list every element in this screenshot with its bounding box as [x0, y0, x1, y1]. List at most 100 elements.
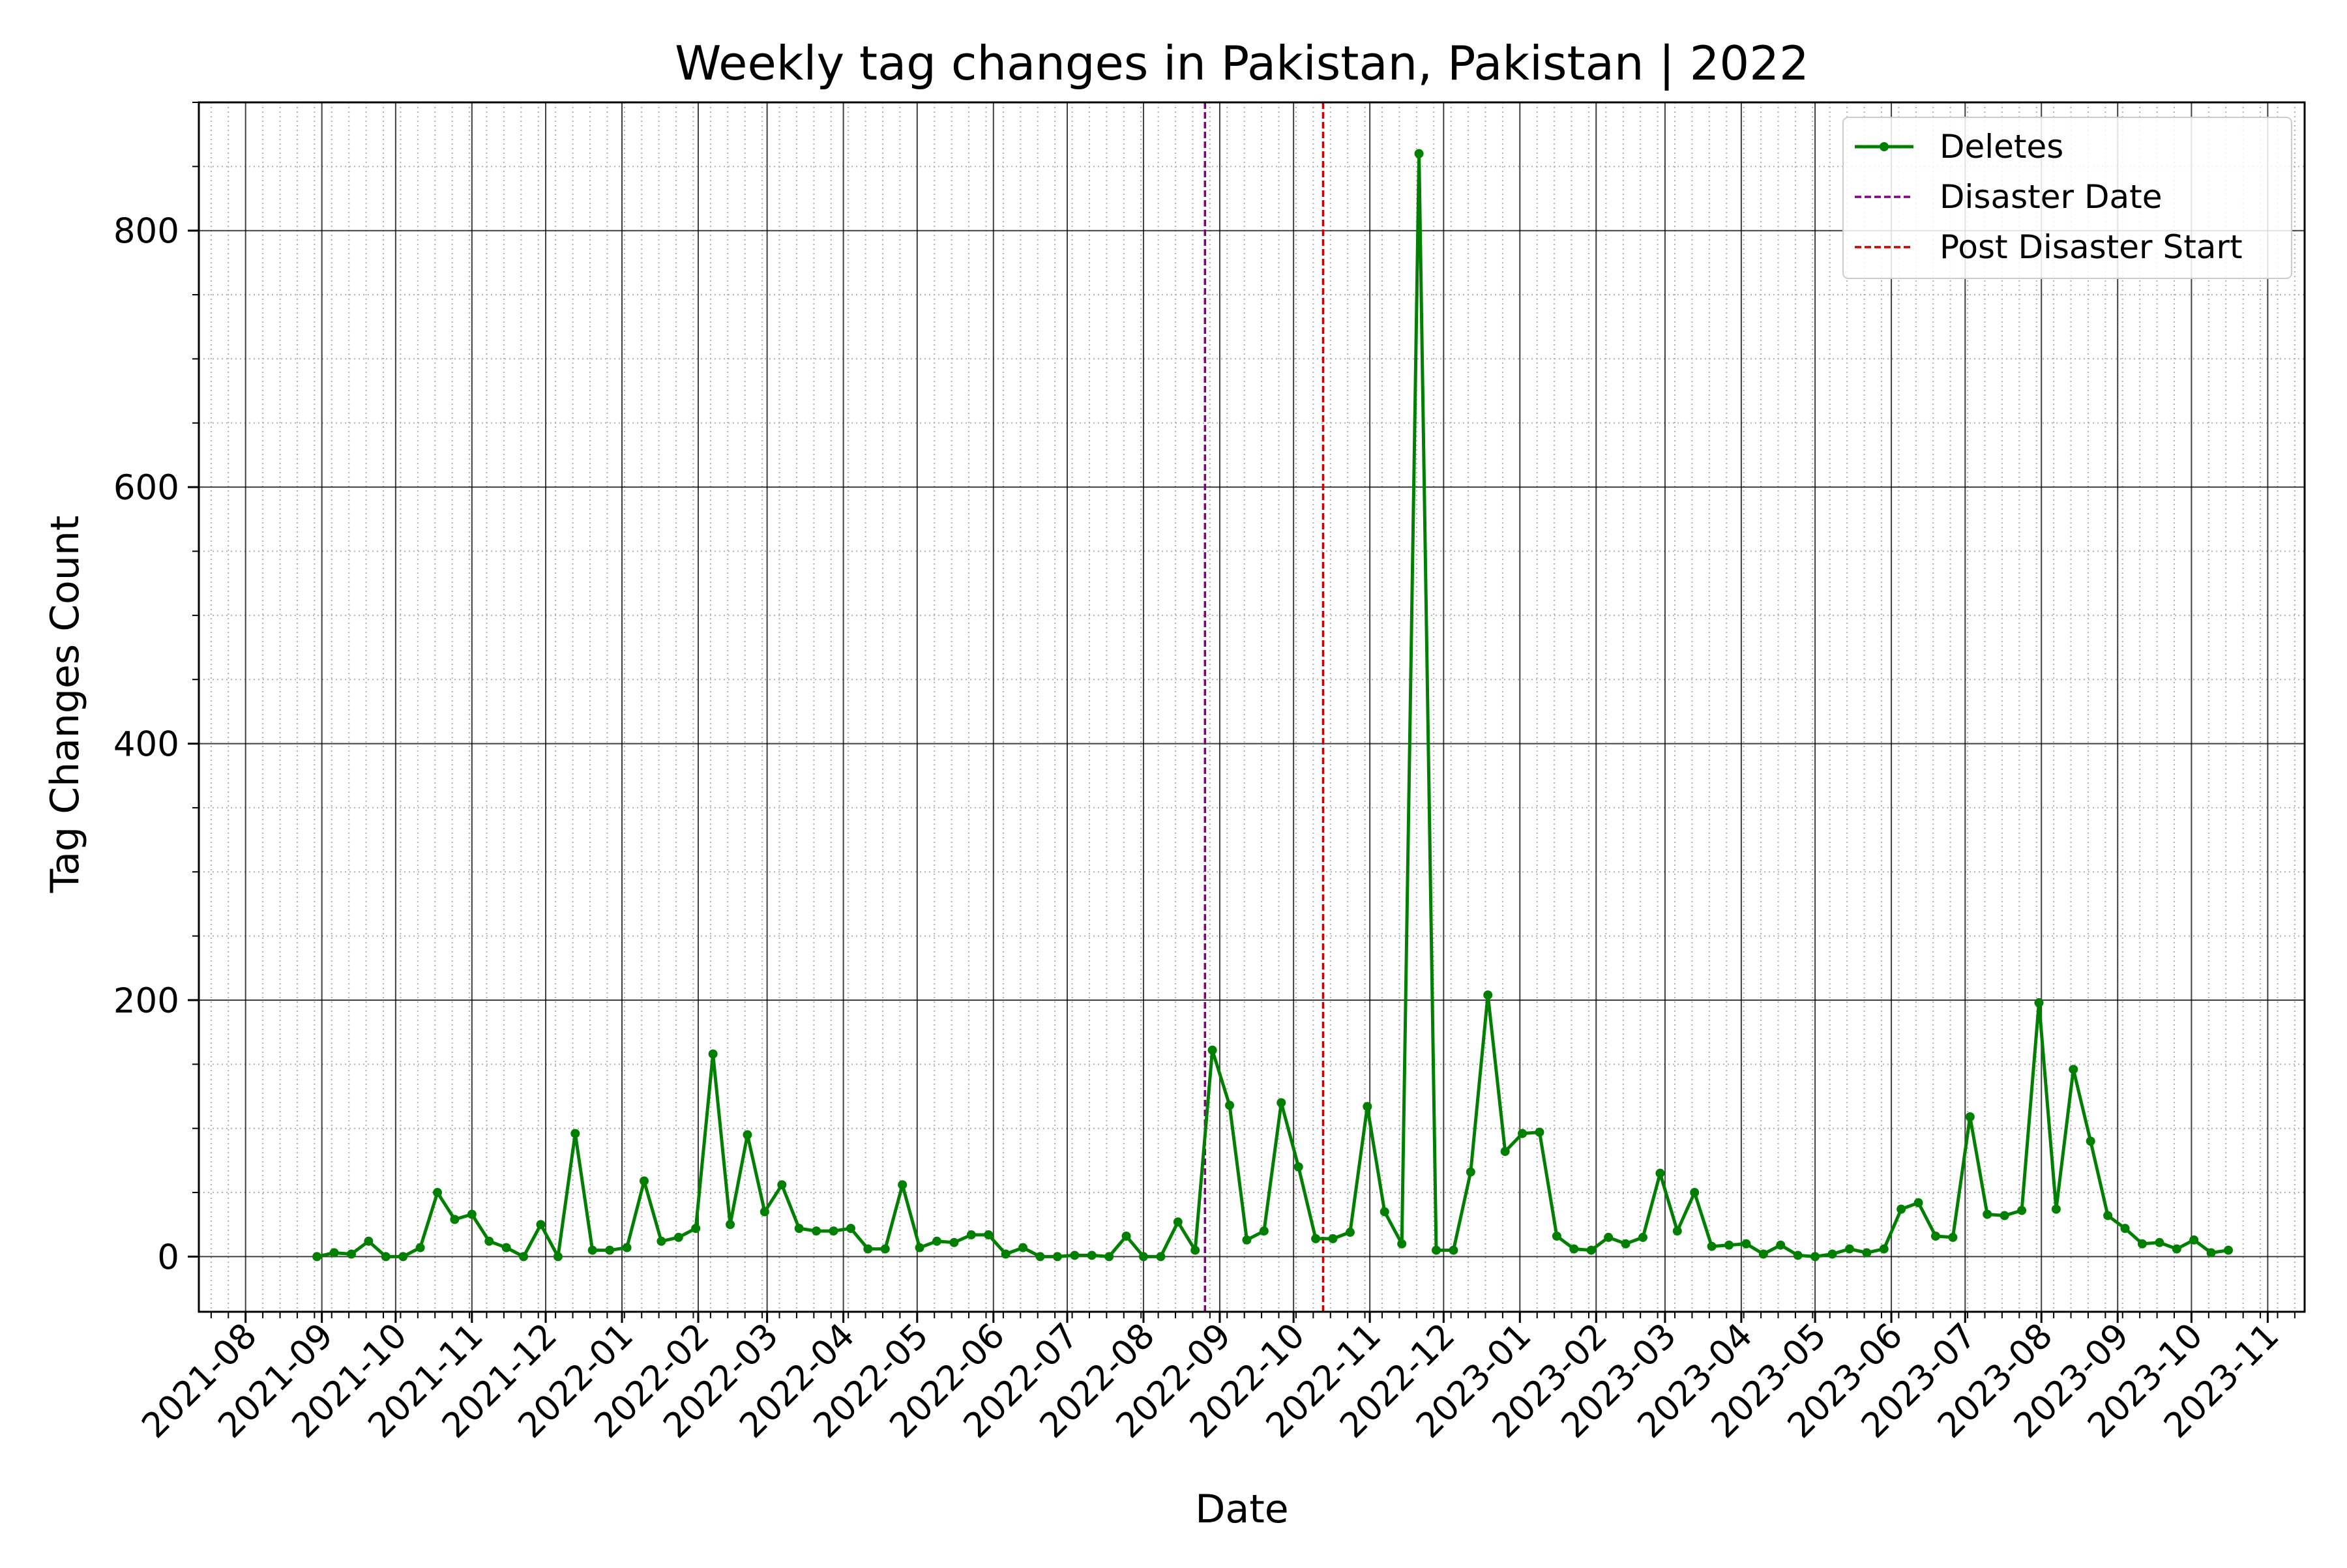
- data-point: [1328, 1234, 1338, 1243]
- data-point: [1862, 1248, 1872, 1258]
- data-point: [2189, 1235, 2199, 1245]
- data-point: [1604, 1232, 1614, 1242]
- data-point: [708, 1049, 718, 1059]
- data-point: [1655, 1168, 1665, 1178]
- data-point: [1569, 1244, 1579, 1254]
- data-point: [966, 1230, 976, 1239]
- data-point: [346, 1249, 356, 1259]
- data-point: [484, 1236, 494, 1246]
- data-point: [415, 1243, 425, 1252]
- data-point: [2172, 1244, 2181, 1254]
- data-point: [1810, 1252, 1820, 1262]
- data-point: [1707, 1241, 1717, 1251]
- data-point: [1070, 1250, 1080, 1260]
- data-point: [1035, 1252, 1045, 1262]
- data-point: [1552, 1231, 1561, 1241]
- data-point: [1930, 1231, 1940, 1241]
- series-line-deletes: [316, 152, 2229, 1258]
- data-point: [691, 1224, 701, 1234]
- data-point: [570, 1129, 580, 1138]
- data-point: [1087, 1250, 1097, 1260]
- x-axis-label: Date: [1195, 1487, 1288, 1532]
- y-tick-label: 400: [113, 725, 179, 765]
- data-point: [639, 1176, 649, 1186]
- data-point: [1500, 1147, 1510, 1157]
- data-point: [949, 1237, 959, 1247]
- data-point: [1104, 1252, 1114, 1262]
- data-point: [1586, 1245, 1596, 1255]
- legend: Deletes Disaster Date Post Disaster Start: [1842, 117, 2292, 279]
- data-point: [467, 1209, 477, 1219]
- data-point: [1483, 990, 1493, 1000]
- data-point: [1758, 1249, 1768, 1259]
- data-point: [329, 1248, 339, 1258]
- data-point: [1897, 1204, 1906, 1214]
- y-tick-label: 600: [113, 468, 179, 508]
- data-point: [673, 1232, 683, 1242]
- data-point: [605, 1245, 615, 1255]
- data-point: [898, 1180, 908, 1190]
- data-point: [1948, 1232, 1958, 1242]
- data-point: [726, 1220, 735, 1230]
- data-point: [1207, 1045, 1217, 1055]
- data-point: [1380, 1207, 1389, 1217]
- data-point: [1724, 1240, 1734, 1250]
- y-axis-label: Tag Changes Count: [42, 516, 88, 894]
- data-point: [2017, 1206, 2027, 1215]
- data-point: [1311, 1234, 1321, 1243]
- data-point: [1259, 1226, 1269, 1236]
- data-point: [1793, 1250, 1803, 1260]
- series-layer: [312, 149, 2234, 1262]
- data-point: [1225, 1101, 1235, 1110]
- data-point: [932, 1236, 942, 1246]
- data-point: [2000, 1211, 2009, 1220]
- data-point: [398, 1252, 408, 1262]
- chart-title: Weekly tag changes in Pakistan, Pakistan…: [675, 36, 1809, 91]
- data-point: [2224, 1245, 2234, 1255]
- data-point: [2086, 1136, 2095, 1146]
- legend-label: Disaster Date: [1940, 178, 2162, 216]
- data-point: [1466, 1167, 1475, 1177]
- y-tick-label: 800: [113, 212, 179, 252]
- data-point: [1190, 1245, 1200, 1255]
- data-point: [1621, 1239, 1631, 1249]
- data-point: [1965, 1112, 1975, 1121]
- data-point: [1672, 1226, 1682, 1236]
- data-point: [2206, 1248, 2216, 1258]
- data-point: [2103, 1211, 2113, 1220]
- data-point: [1018, 1243, 1028, 1252]
- data-point: [1638, 1232, 1647, 1242]
- data-point: [1518, 1129, 1528, 1138]
- data-point: [829, 1226, 838, 1236]
- data-point: [433, 1188, 443, 1198]
- data-point: [1293, 1162, 1303, 1172]
- data-point: [622, 1243, 632, 1252]
- data-point: [2120, 1224, 2130, 1234]
- data-point: [1449, 1245, 1458, 1255]
- data-point: [1776, 1240, 1786, 1250]
- data-point: [1879, 1244, 1889, 1254]
- data-point: [1138, 1252, 1148, 1262]
- data-point: [381, 1252, 391, 1262]
- data-point: [846, 1224, 855, 1234]
- data-point: [587, 1245, 597, 1255]
- data-point: [1052, 1252, 1062, 1262]
- data-point: [915, 1243, 924, 1252]
- data-point: [519, 1252, 529, 1262]
- data-point: [760, 1207, 769, 1217]
- legend-box: [1842, 117, 2292, 279]
- data-point: [1844, 1244, 1854, 1254]
- data-point: [536, 1220, 546, 1230]
- data-point: [863, 1244, 873, 1254]
- data-point: [1414, 149, 1424, 158]
- data-point: [1983, 1209, 1992, 1219]
- grid: [199, 102, 2305, 1312]
- data-point: [553, 1252, 563, 1262]
- data-point: [1535, 1127, 1544, 1137]
- data-point: [1913, 1198, 1923, 1207]
- data-point: [364, 1236, 374, 1246]
- data-point: [794, 1224, 804, 1234]
- data-point: [2137, 1239, 2147, 1249]
- data-point: [1432, 1245, 1441, 1255]
